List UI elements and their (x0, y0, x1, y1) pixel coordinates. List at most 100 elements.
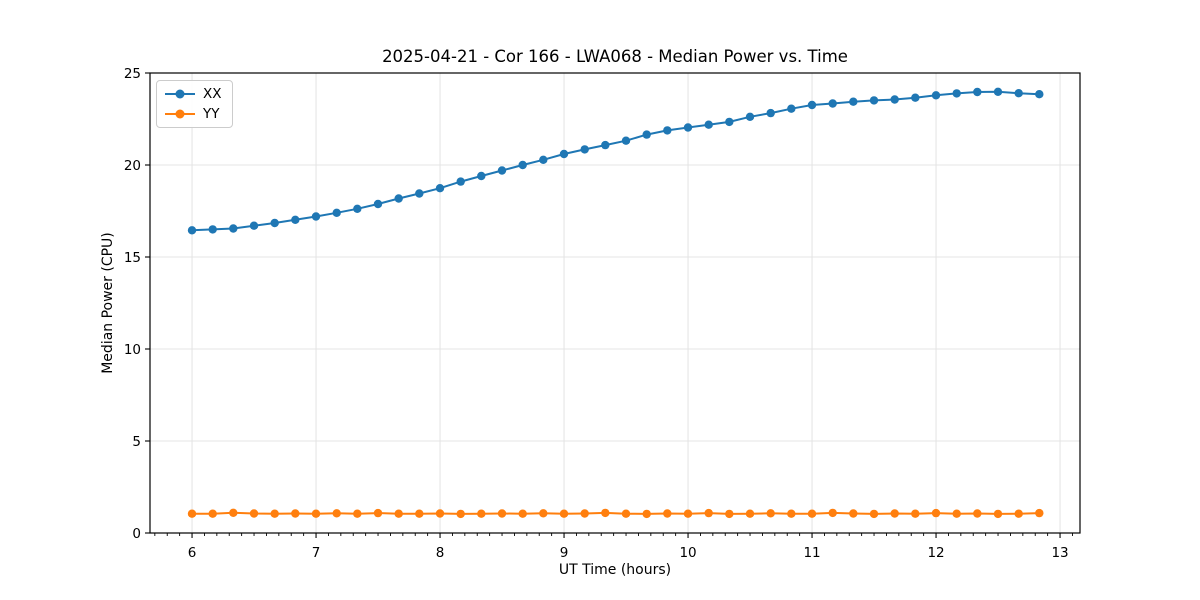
data-point (311, 509, 321, 518)
legend-dot-yy (175, 109, 185, 119)
data-point (890, 95, 899, 104)
data-point (704, 120, 713, 129)
data-point (559, 149, 569, 159)
y-tick-label: 20 (124, 158, 141, 174)
data-point (270, 509, 279, 518)
data-point (332, 208, 341, 217)
data-point (869, 96, 879, 105)
x-axis-label: UT Time (hours) (558, 562, 672, 578)
data-point (745, 509, 755, 518)
data-point (187, 226, 197, 235)
data-point (229, 508, 238, 517)
data-point (725, 509, 734, 519)
data-point (1014, 509, 1023, 518)
y-tick-label: 5 (132, 434, 141, 450)
x-tick-label: 10 (679, 545, 696, 561)
data-point (208, 509, 217, 518)
plot-border (149, 72, 1081, 534)
data-point (435, 184, 445, 193)
data-point (518, 509, 527, 518)
data-point (642, 130, 651, 139)
data-point (766, 509, 775, 518)
data-point (1035, 508, 1044, 518)
y-axis-ticks: 0 5 10 15 20 25 (124, 66, 150, 542)
data-point (208, 225, 217, 234)
data-point (952, 89, 961, 98)
data-point (869, 509, 879, 519)
y-tick-label: 10 (124, 342, 141, 358)
data-point (931, 91, 941, 100)
data-point (828, 508, 837, 518)
x-tick-label: 7 (312, 545, 321, 561)
data-point (311, 212, 321, 221)
x-tick-label: 9 (560, 545, 569, 561)
legend-item-yy: YY (165, 105, 222, 123)
legend-dot-xx (175, 89, 185, 99)
data-point (663, 126, 672, 135)
data-point (249, 221, 259, 230)
data-point (828, 99, 837, 108)
data-point (807, 509, 817, 518)
x-tick-label: 8 (436, 545, 445, 561)
grid (150, 72, 1080, 534)
data-point (353, 509, 362, 518)
data-point (683, 509, 693, 518)
data-point (952, 509, 961, 518)
legend-item-xx: XX (165, 85, 222, 103)
data-point (580, 509, 589, 518)
data-point (249, 509, 259, 518)
data-point (621, 509, 631, 518)
legend-label-yy: YY (203, 106, 220, 122)
data-point (477, 171, 486, 181)
data-point (187, 509, 197, 518)
data-point (745, 112, 755, 122)
series-yy (187, 508, 1044, 519)
y-axis-label-text: Median Power (CPU) (100, 232, 116, 374)
data-point (642, 509, 651, 519)
data-point (415, 189, 424, 198)
data-point (1035, 90, 1044, 99)
data-point (456, 509, 465, 519)
data-point (807, 100, 817, 110)
data-point (973, 509, 982, 518)
data-point (621, 136, 631, 145)
data-point (270, 218, 279, 228)
data-point (456, 177, 465, 186)
data-point (559, 509, 569, 518)
x-tick-label: 11 (803, 545, 820, 561)
data-point (725, 117, 734, 127)
data-point (497, 509, 507, 518)
data-point (683, 123, 693, 132)
legend-label-xx: XX (203, 86, 222, 102)
data-point (353, 204, 362, 213)
legend: XX YY (156, 80, 233, 128)
data-point (580, 145, 589, 154)
data-point (415, 509, 424, 518)
data-point (601, 140, 610, 150)
y-tick-label: 0 (132, 526, 141, 542)
data-point (787, 509, 796, 518)
x-axis-ticks: 6 7 8 9 10 11 12 13 (154, 533, 1073, 561)
legend-line-marker-icon (165, 89, 195, 99)
data-point (539, 155, 548, 164)
data-point (911, 93, 920, 102)
data-point (291, 215, 300, 224)
data-point (931, 508, 941, 518)
series-xx (187, 87, 1044, 235)
data-point (435, 509, 445, 518)
data-point (787, 104, 796, 113)
legend-line-marker-icon (165, 109, 195, 119)
x-tick-label: 12 (927, 545, 944, 561)
data-point (1014, 89, 1023, 98)
y-tick-label: 15 (124, 250, 141, 266)
data-point (518, 160, 527, 170)
x-tick-label: 6 (188, 545, 197, 561)
data-point (766, 108, 775, 118)
data-point (229, 224, 238, 233)
data-point (394, 194, 403, 203)
data-point (291, 509, 300, 518)
data-point (497, 166, 507, 175)
data-point (601, 508, 610, 518)
